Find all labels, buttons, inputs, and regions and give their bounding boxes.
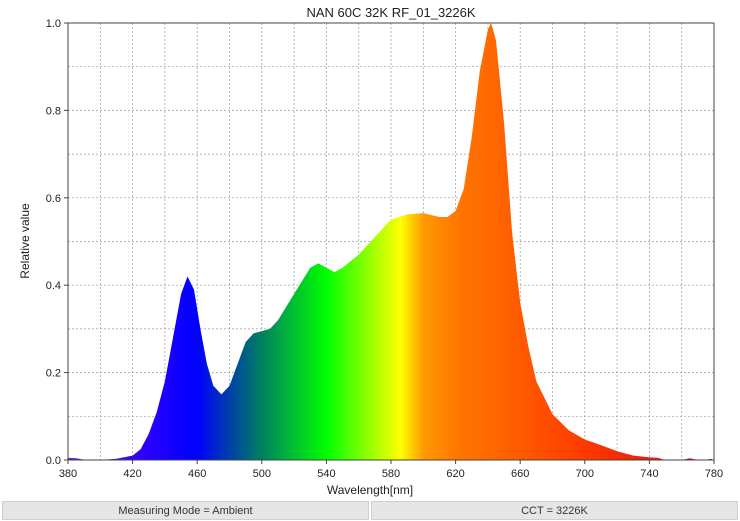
x-axis-label: Wavelength[nm] — [327, 483, 413, 497]
measuring-mode-status: Measuring Mode = Ambient — [2, 501, 369, 520]
y-tick-label: 0.6 — [46, 193, 61, 205]
x-tick-label: 580 — [382, 468, 400, 480]
x-tick-label: 420 — [123, 468, 141, 480]
y-tick-label: 0.4 — [46, 280, 61, 292]
x-tick-label: 380 — [59, 468, 77, 480]
chart-title: NAN 60C 32K RF_01_3226K — [306, 5, 475, 20]
spectrum-chart: 380 420 460 500 540 580 620 660 700 740 780 0.0 0.2 0… — [18, 5, 723, 497]
x-tick-label: 780 — [705, 468, 723, 480]
x-tick-label: 700 — [576, 468, 594, 480]
y-tick-label: 0.2 — [46, 368, 61, 380]
y-tick-label: 0.0 — [46, 455, 61, 467]
x-tick-label: 540 — [317, 468, 335, 480]
y-tick-label: 0.8 — [46, 105, 61, 117]
spectrum-area — [68, 23, 714, 460]
x-tick-label: 660 — [511, 468, 529, 480]
y-tick-label: 1.0 — [46, 18, 61, 30]
x-tick-label: 460 — [188, 468, 206, 480]
x-tick-label: 620 — [446, 468, 464, 480]
x-tick-label: 740 — [640, 468, 658, 480]
y-axis-label: Relative value — [18, 203, 32, 279]
cct-status: CCT = 3226K — [371, 501, 738, 520]
x-tick-label: 500 — [253, 468, 271, 480]
